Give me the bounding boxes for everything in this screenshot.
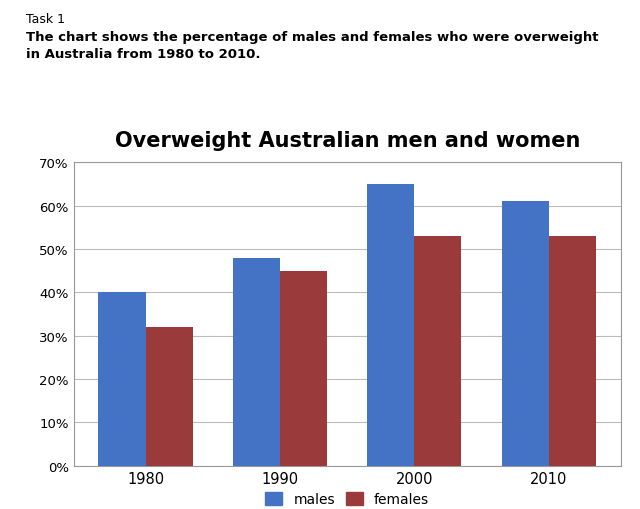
Legend: males, females: males, females [260,487,435,509]
Bar [415,236,461,466]
Title: Overweight Australian men and women: Overweight Australian men and women [115,130,580,150]
Bar [280,271,327,466]
Bar [502,202,549,466]
Text: The chart shows the percentage of males and females who were overweight: The chart shows the percentage of males … [26,31,598,43]
Bar [145,327,193,466]
Bar [233,258,280,466]
Text: in Australia from 1980 to 2010.: in Australia from 1980 to 2010. [26,48,260,61]
Bar [99,293,145,466]
Bar [549,236,596,466]
Text: Task 1: Task 1 [26,13,65,25]
Bar [367,184,415,466]
